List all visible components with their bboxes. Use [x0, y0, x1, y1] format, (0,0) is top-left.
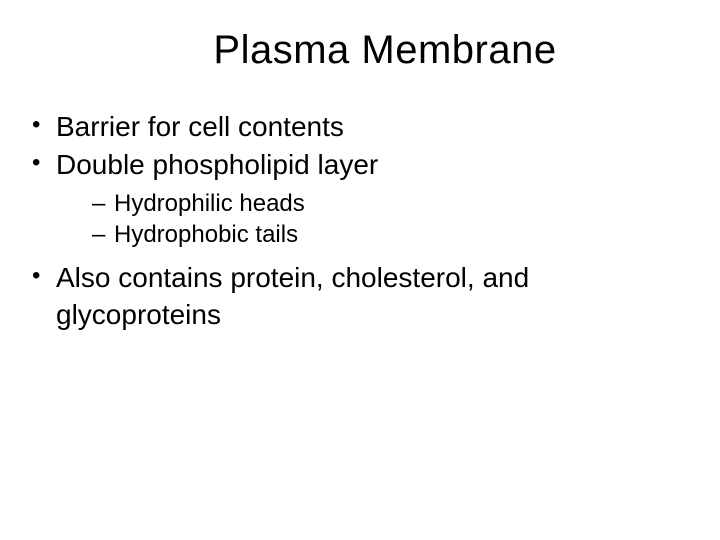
slide-title: Plasma Membrane: [0, 0, 720, 73]
bullet-text: Also contains protein, cholesterol, and …: [56, 262, 529, 329]
bullet-text: Double phospholipid layer: [56, 149, 378, 180]
slide: Plasma Membrane Barrier for cell content…: [0, 0, 720, 540]
bullet-item: Barrier for cell contents: [30, 109, 680, 145]
slide-content: Barrier for cell contents Double phospho…: [0, 73, 720, 333]
bullet-item: Double phospholipid layer Hydrophilic he…: [30, 147, 680, 250]
bullet-list: Barrier for cell contents Double phospho…: [30, 109, 680, 333]
bullet-item: Also contains protein, cholesterol, and …: [30, 260, 680, 333]
sub-bullet-item: Hydrophilic heads: [92, 188, 680, 219]
sub-bullet-text: Hydrophilic heads: [114, 190, 305, 217]
bullet-text: Barrier for cell contents: [56, 111, 344, 142]
sub-bullet-list: Hydrophilic heads Hydrophobic tails: [56, 188, 680, 250]
sub-bullet-text: Hydrophobic tails: [114, 221, 298, 248]
sub-bullet-item: Hydrophobic tails: [92, 219, 680, 250]
